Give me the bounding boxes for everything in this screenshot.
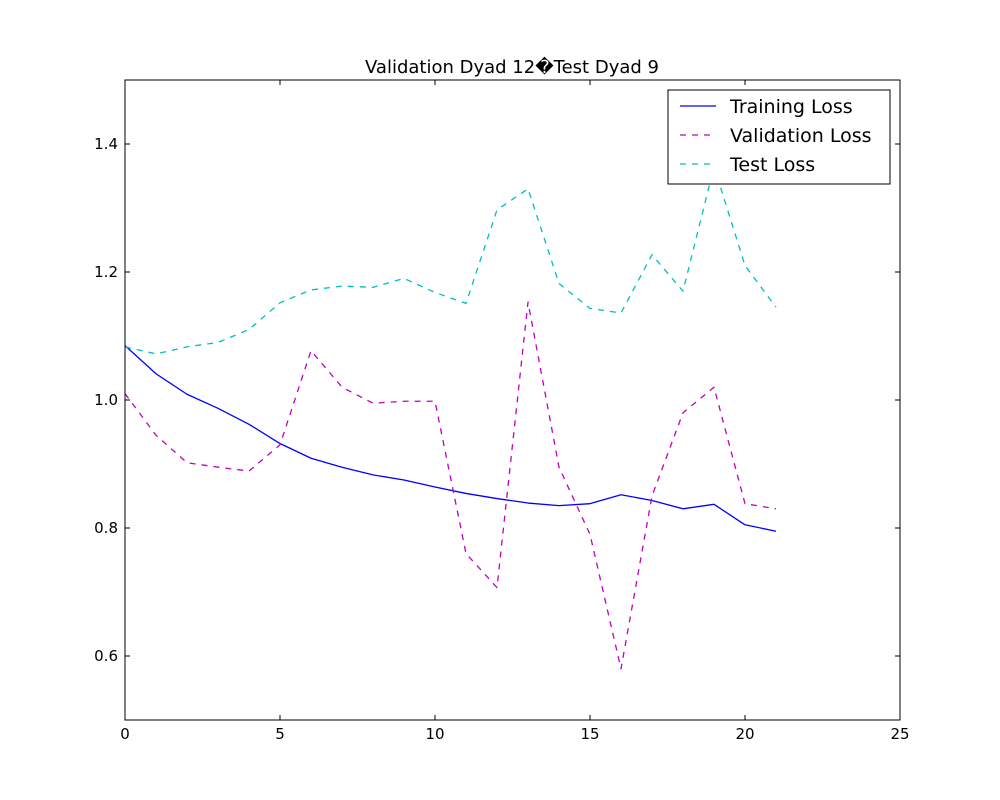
y-tick-label-1-4: 1.4 (94, 135, 118, 153)
legend-label-3: Test Loss (729, 154, 815, 176)
y-tick-label-0-8: 0.8 (94, 519, 118, 537)
series-line-3 (125, 165, 777, 355)
y-tick-label-1: 1.0 (94, 391, 118, 409)
x-tick-label-15: 15 (580, 725, 599, 743)
series-line-1 (125, 345, 777, 532)
x-tick-label-10: 10 (425, 725, 444, 743)
legend-label-1: Training Loss (729, 96, 853, 118)
chart-title: Validation Dyad 12�Test Dyad 9 (365, 56, 659, 78)
plot-area: 0 5 10 15 20 25 0.6 0.8 1.0 1.2 1.4 (94, 79, 910, 743)
legend: Training Loss Validation Loss Test Loss (667, 89, 891, 185)
x-tick-label-20: 20 (735, 725, 754, 743)
legend-label-2: Validation Loss (730, 125, 872, 147)
y-tick-label-0-6: 0.6 (94, 647, 118, 665)
x-tick-label-25: 25 (890, 725, 909, 743)
x-tick-label-5: 5 (275, 725, 285, 743)
series-line-2 (125, 301, 777, 670)
y-tick-label-1-2: 1.2 (94, 263, 118, 281)
x-tick-label-0: 0 (120, 725, 130, 743)
